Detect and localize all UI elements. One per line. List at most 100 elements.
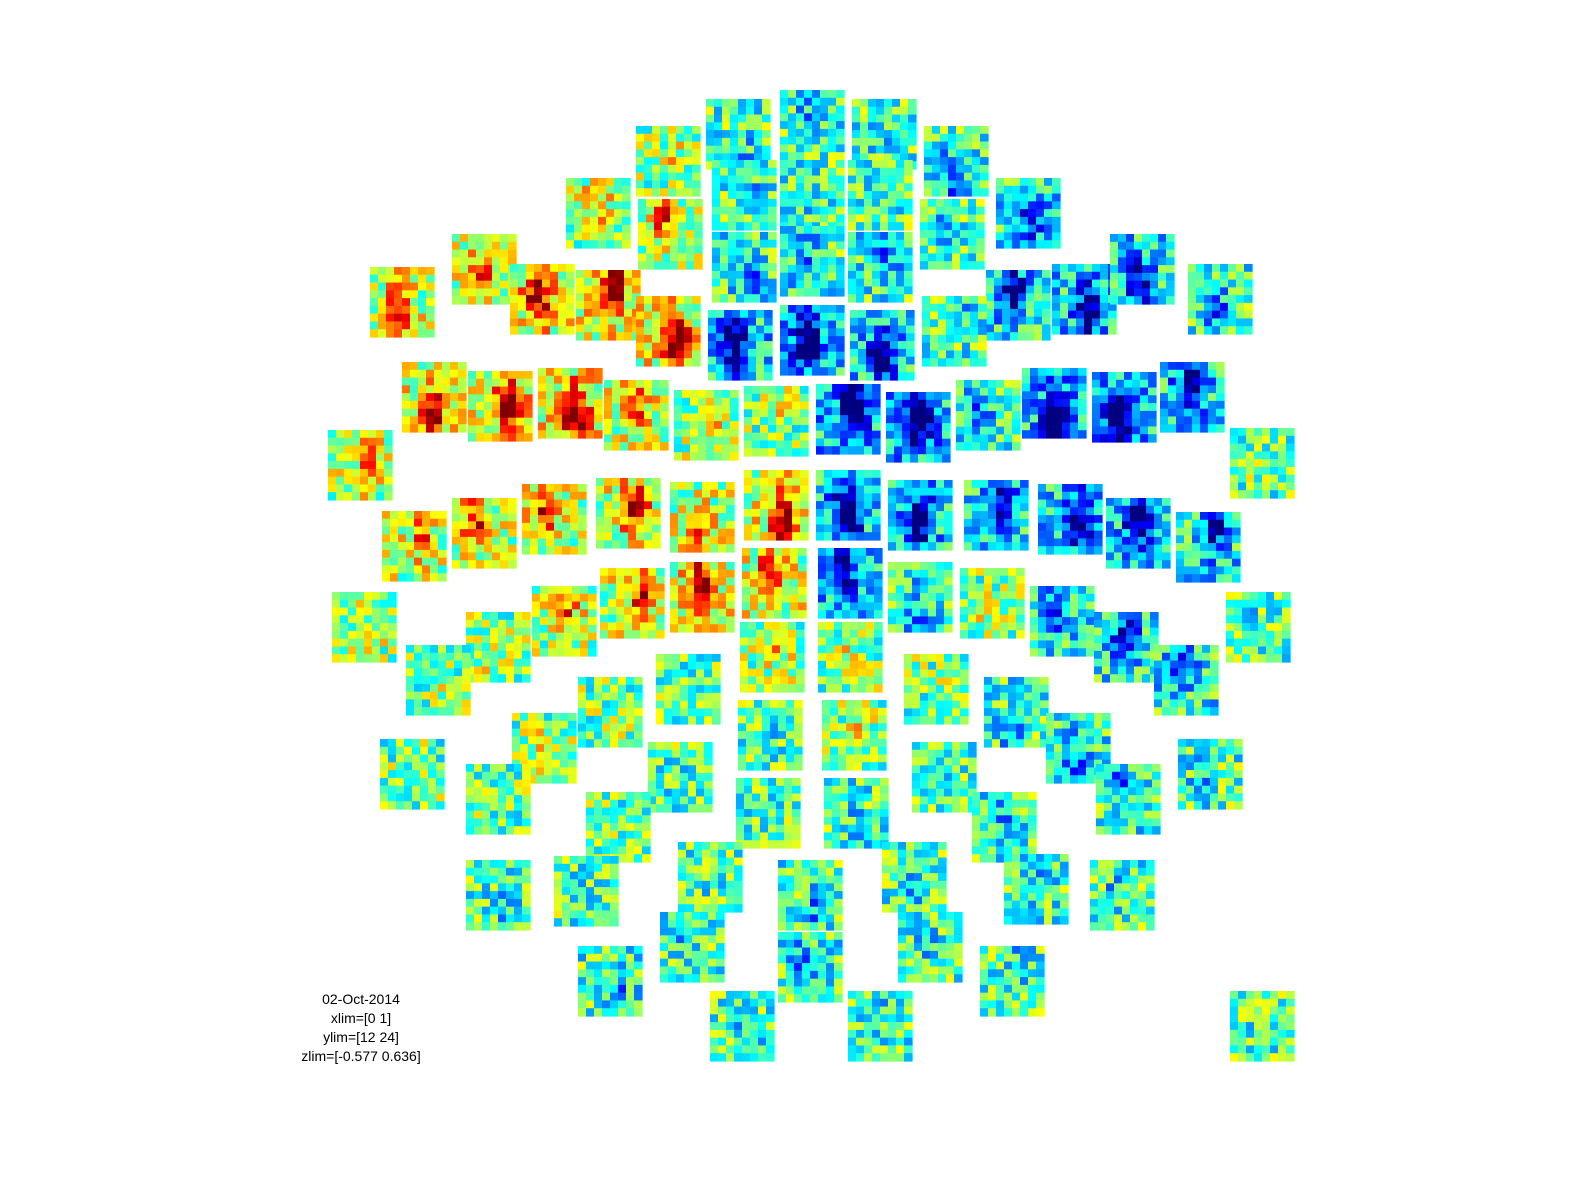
tfr-cell bbox=[570, 538, 579, 547]
tfr-cell bbox=[572, 609, 581, 618]
tfr-cell bbox=[624, 591, 633, 600]
tfr-cell bbox=[356, 623, 365, 632]
tfr-cell bbox=[580, 632, 589, 642]
tfr-cell bbox=[912, 480, 921, 489]
tfr-cell bbox=[1142, 674, 1151, 683]
tfr-cell bbox=[968, 214, 977, 223]
tfr-cell bbox=[970, 350, 979, 359]
tfr-cell bbox=[922, 327, 931, 336]
tfr-cell bbox=[716, 317, 725, 327]
tfr-cell bbox=[492, 417, 501, 427]
tfr-cell bbox=[872, 263, 881, 272]
tfr-cell bbox=[606, 209, 615, 218]
tfr-cell bbox=[414, 518, 423, 528]
tfr-cell bbox=[636, 493, 645, 502]
tfr-cell bbox=[616, 575, 625, 585]
tfr-cell bbox=[406, 676, 415, 685]
tfr-cell bbox=[988, 511, 997, 520]
tfr-cell bbox=[652, 342, 661, 352]
tfr-cell bbox=[710, 624, 719, 633]
channel-tfr-panel bbox=[636, 296, 701, 367]
tfr-cell bbox=[508, 257, 517, 266]
tfr-cell bbox=[476, 234, 485, 243]
tfr-cell bbox=[1134, 241, 1143, 251]
tfr-cell bbox=[714, 145, 723, 155]
tfr-cell bbox=[872, 391, 881, 401]
tfr-cell bbox=[678, 199, 687, 208]
tfr-cell bbox=[768, 191, 777, 200]
tfr-cell bbox=[956, 141, 965, 150]
tfr-cell bbox=[578, 507, 587, 516]
tfr-cell bbox=[1046, 538, 1055, 547]
tfr-cell bbox=[1062, 484, 1071, 493]
tfr-cell bbox=[944, 495, 953, 504]
tfr-cell bbox=[964, 411, 973, 420]
tfr-cell bbox=[1242, 630, 1251, 640]
tfr-cell bbox=[986, 293, 995, 302]
tfr-cell bbox=[996, 209, 1005, 218]
tfr-cell bbox=[522, 522, 531, 532]
tfr-cell bbox=[728, 198, 737, 208]
tfr-cell bbox=[1168, 400, 1177, 410]
tfr-cell bbox=[920, 577, 929, 586]
tfr-cell bbox=[484, 544, 493, 554]
tfr-cell bbox=[726, 600, 735, 610]
tfr-cell bbox=[460, 280, 469, 290]
tfr-cell bbox=[410, 400, 419, 410]
tfr-cell bbox=[1178, 691, 1187, 701]
tfr-cell bbox=[1178, 676, 1187, 685]
tfr-cell bbox=[604, 442, 613, 451]
tfr-cell bbox=[510, 326, 519, 335]
tfr-cell bbox=[660, 319, 669, 328]
tfr-cell bbox=[690, 421, 699, 430]
tfr-cell bbox=[538, 530, 547, 540]
tfr-cell bbox=[604, 478, 613, 487]
tfr-cell bbox=[864, 508, 873, 518]
tfr-cell bbox=[454, 660, 463, 669]
tfr-cell bbox=[1046, 609, 1055, 618]
tfr-cell bbox=[796, 336, 805, 345]
tfr-cell bbox=[880, 160, 889, 169]
tfr-cell bbox=[554, 375, 563, 385]
tfr-cell bbox=[370, 298, 379, 307]
tfr-cell bbox=[858, 317, 867, 327]
tfr-cell bbox=[548, 609, 557, 618]
tfr-cell bbox=[828, 367, 837, 376]
tfr-cell bbox=[1100, 295, 1109, 304]
tfr-cell bbox=[968, 591, 977, 600]
tfr-cell bbox=[566, 193, 575, 202]
tfr-cell bbox=[678, 569, 687, 579]
tfr-cell bbox=[936, 222, 945, 231]
tfr-cell bbox=[1232, 512, 1241, 521]
tfr-cell bbox=[1170, 660, 1179, 669]
tfr-cell bbox=[740, 364, 749, 373]
tfr-cell bbox=[912, 624, 921, 633]
tfr-cell bbox=[1142, 658, 1151, 668]
tfr-cell bbox=[414, 683, 423, 693]
tfr-cell bbox=[828, 160, 837, 169]
tfr-cell bbox=[868, 122, 877, 131]
tfr-cell bbox=[566, 216, 575, 226]
tfr-cell bbox=[670, 230, 679, 239]
tfr-cell bbox=[760, 409, 769, 418]
tfr-cell bbox=[1102, 650, 1111, 660]
tfr-cell bbox=[922, 358, 931, 367]
tfr-cell bbox=[930, 327, 939, 336]
tfr-cell bbox=[816, 516, 825, 526]
tfr-cell bbox=[382, 549, 391, 559]
tfr-cell bbox=[608, 630, 617, 639]
tfr-cell bbox=[1000, 583, 1009, 592]
tfr-cell bbox=[768, 516, 777, 526]
tfr-cell bbox=[836, 241, 845, 250]
tfr-cell bbox=[840, 532, 849, 541]
tfr-cell bbox=[864, 294, 873, 303]
tfr-cell bbox=[1008, 583, 1017, 592]
tfr-cell bbox=[1062, 601, 1071, 610]
tfr-cell bbox=[692, 296, 701, 305]
tfr-cell bbox=[660, 164, 669, 174]
tfr-cell bbox=[410, 290, 419, 299]
tfr-cell bbox=[1208, 558, 1217, 568]
tfr-cell bbox=[884, 137, 893, 147]
tfr-cell bbox=[484, 288, 493, 297]
tfr-cell bbox=[944, 237, 953, 247]
